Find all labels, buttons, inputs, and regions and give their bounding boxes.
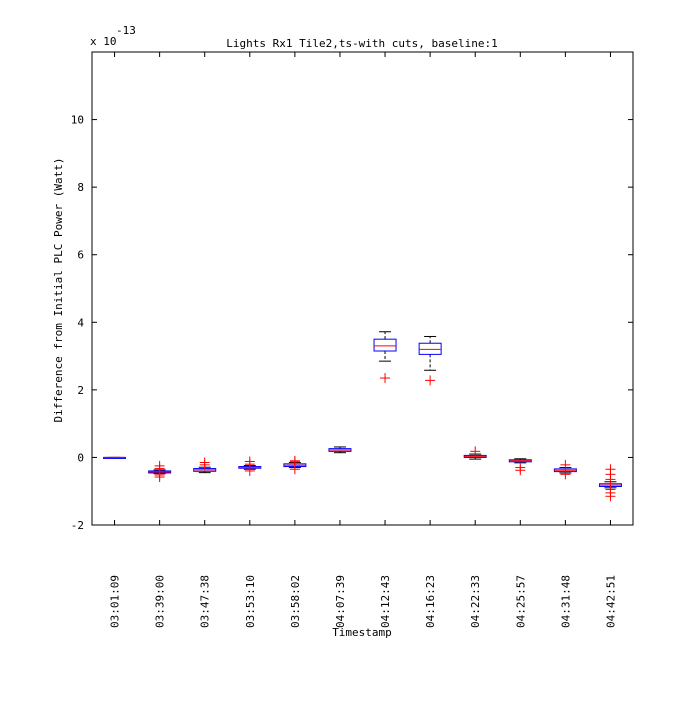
x-tick-label: 03:53:10: [244, 575, 257, 628]
y-tick-label: 10: [71, 114, 84, 127]
box: [418, 342, 442, 355]
x-tick-label: 04:42:51: [604, 575, 617, 628]
x-tick-label: 04:16:23: [424, 575, 437, 628]
x-tick-label: 04:22:33: [469, 575, 482, 628]
chart-title: Lights Rx1 Tile2,ts-with cuts, baseline:…: [226, 37, 498, 50]
x-tick-label: 03:47:38: [199, 575, 212, 628]
y-tick-label: 4: [77, 316, 84, 329]
y-exponent-power: -13: [116, 24, 136, 37]
plot-area: -2 0 2 4 6 8 10 03:01:09 03:39:00 03:47:38 03:53:1…: [71, 51, 634, 628]
y-tick-label: 6: [77, 249, 84, 262]
y-tick-label: 8: [77, 181, 84, 194]
y-tick-label: 2: [77, 384, 84, 397]
x-axis-label: Timestamp: [332, 626, 392, 639]
x-tick-label: 04:07:39: [334, 575, 347, 628]
x-tick-label: 03:39:00: [154, 575, 167, 628]
y-exponent-base: x 10: [90, 35, 117, 48]
x-tick-label: 04:25:57: [514, 575, 527, 628]
box: [373, 338, 397, 352]
x-tick-label: 03:58:02: [289, 575, 302, 628]
y-tick-label: 0: [77, 451, 84, 464]
x-tick-label: 04:31:48: [559, 575, 572, 628]
plot-frame: [91, 51, 634, 526]
y-axis-label: Difference from Initial PLC Power (Watt): [52, 158, 65, 423]
x-tick-label: 04:12:43: [379, 575, 392, 628]
y-tick-label: -2: [71, 519, 84, 532]
x-tick-label: 03:01:09: [109, 575, 122, 628]
